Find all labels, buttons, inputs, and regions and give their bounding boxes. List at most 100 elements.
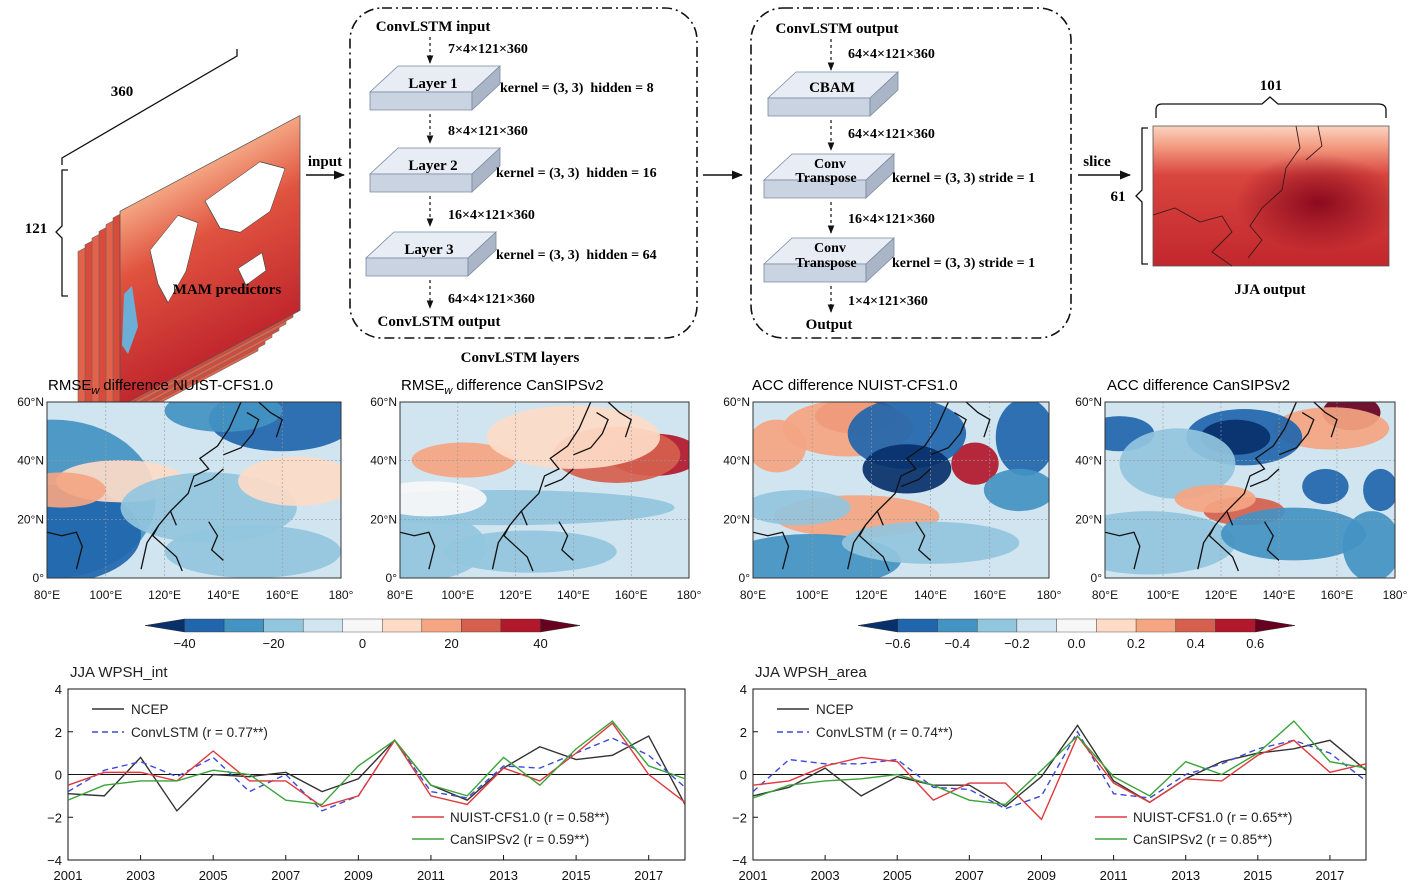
x-tick-label: 2011	[417, 868, 445, 883]
lon-tick-label: 160°E	[615, 588, 648, 602]
coastline	[503, 524, 534, 572]
lat-tick-label: 60°N	[370, 395, 397, 409]
conv2-label-1: Conv	[814, 241, 846, 256]
lon-tick-label: 140°E	[1263, 588, 1296, 602]
legend-label: ConvLSTM (r = 0.74**)	[816, 725, 953, 740]
x-tick-label: 2007	[271, 868, 300, 883]
predictor-width-label: 360	[111, 84, 134, 100]
contour-blob	[1363, 468, 1395, 512]
coastline	[1278, 412, 1315, 456]
x-tick-label: 2009	[344, 868, 373, 883]
colorbar-tick-label: 40	[533, 636, 547, 651]
contour-blob	[1302, 468, 1349, 505]
map-title-acc-nuist: ACC difference NUIST-CFS1.0	[752, 377, 958, 394]
x-tick-label: 2001	[54, 868, 83, 883]
colorbar-tick-label: 0.0	[1067, 636, 1085, 651]
series-line	[67, 722, 686, 808]
map-title-rmse-cansips: RMSEw difference CanSIPSv2	[401, 377, 604, 397]
coastline	[258, 402, 283, 438]
lon-tick-label: 80°E	[740, 588, 766, 602]
lat-tick-label: 20°N	[723, 512, 750, 526]
chart-title: JJA WPSH_area	[755, 664, 867, 681]
conv-transpose-2-block	[762, 237, 896, 283]
lat-tick-label: 60°N	[17, 395, 44, 409]
lat-tick-label: 20°N	[1075, 512, 1102, 526]
layer-1-params: kernel = (3, 3) hidden = 8	[500, 81, 654, 96]
series-line	[752, 720, 1367, 806]
lon-tick-label: 140°E	[557, 588, 590, 602]
lat-tick-label: 0°	[386, 571, 398, 585]
coastline	[1105, 531, 1141, 570]
lon-tick-label: 180°	[677, 588, 702, 602]
convlstm-group-box	[349, 7, 698, 339]
x-tick-label: 2011	[1100, 868, 1128, 883]
map-title-acc-cansips: ACC difference CanSIPSv2	[1107, 377, 1290, 394]
g1-input-title: ConvLSTM input	[376, 19, 491, 35]
lon-tick-label: 140°E	[914, 588, 947, 602]
coastline	[223, 412, 260, 456]
x-tick-label: 2005	[883, 868, 912, 883]
colorbar-tick-label: −0.2	[1004, 636, 1030, 651]
coastline	[169, 510, 177, 526]
legend-label: ConvLSTM (r = 0.77**)	[131, 725, 268, 740]
colorbar-tick-label: −0.6	[885, 636, 911, 651]
conv1-label-1: Conv	[814, 157, 846, 172]
series-line	[67, 720, 686, 806]
cbam-label: CBAM	[809, 80, 855, 96]
g2-output-title: Output	[806, 317, 853, 333]
chart-title: JJA WPSH_int	[70, 664, 168, 681]
coastline	[900, 468, 932, 488]
x-tick-label: 2013	[1171, 868, 1200, 883]
coastline	[47, 531, 83, 570]
predictor-height-label: 121	[25, 221, 48, 237]
layer-3-shape-out: 64×4×121×360	[448, 292, 535, 307]
coastline	[1313, 402, 1338, 438]
contour-blob	[164, 402, 283, 432]
output-label: JJA output	[1234, 282, 1305, 298]
colorbar-tick-label: 0	[359, 636, 366, 651]
contour-blob	[995, 402, 1049, 476]
y-tick-label: −4	[47, 853, 62, 868]
rmse-subscript-2: w	[444, 385, 453, 397]
contour-blob	[164, 525, 341, 578]
legend-bottom: NUIST-CFS1.0 (r = 0.58**) CanSIPSv2 (r = …	[412, 810, 609, 847]
legend-label: NCEP	[131, 702, 169, 717]
x-tick-label: 2009	[1027, 868, 1056, 883]
lon-tick-label: 160°E	[1321, 588, 1354, 602]
x-tick-label: 2003	[811, 868, 840, 883]
colorbar-tick-label: −20	[262, 636, 284, 651]
colorbar-tick-label: 0.2	[1127, 636, 1145, 651]
coastline	[930, 412, 967, 456]
legend-label: NUIST-CFS1.0 (r = 0.58**)	[450, 810, 609, 825]
lon-tick-label: 100°E	[441, 588, 474, 602]
legend-label: NCEP	[816, 702, 854, 717]
coastline	[1208, 524, 1240, 572]
contour-blob	[753, 419, 807, 473]
conv2-shape-out: 1×4×121×360	[848, 294, 928, 309]
x-tick-label: 2013	[489, 868, 518, 883]
layer-2-label: Layer 2	[408, 158, 457, 174]
map-panel: 60°N 40°N 20°N 0° 80°E 100°E 120°E 140°E 160°E 18…	[370, 395, 702, 602]
contour-blob	[47, 472, 106, 508]
lat-tick-label: 40°N	[723, 454, 750, 468]
layer-2-shape-out: 16×4×121×360	[448, 208, 535, 223]
lat-tick-label: 60°N	[723, 395, 750, 409]
coastline	[1263, 521, 1280, 561]
coastline	[753, 531, 790, 570]
contour-blob	[238, 456, 341, 506]
lat-tick-label: 60°N	[1075, 395, 1102, 409]
coastline	[520, 510, 528, 526]
cbam-shape-out: 64×4×121×360	[848, 127, 935, 142]
difference-maps: 60°N 40°N 20°N 0° 80°E 100°E 120°E 140°E 160°E 18…	[17, 395, 1407, 602]
contour-blob	[753, 490, 851, 526]
y-tick-label: 2	[55, 725, 62, 740]
g1-shape-in: 7×4×121×360	[448, 42, 528, 57]
coastline	[607, 402, 632, 438]
map-frame	[1104, 401, 1396, 579]
input-arrow-label: input	[308, 154, 342, 170]
contour-blob	[862, 444, 952, 494]
lon-tick-label: 180°	[329, 588, 354, 602]
colorbar-tick-label: −0.4	[944, 636, 970, 651]
